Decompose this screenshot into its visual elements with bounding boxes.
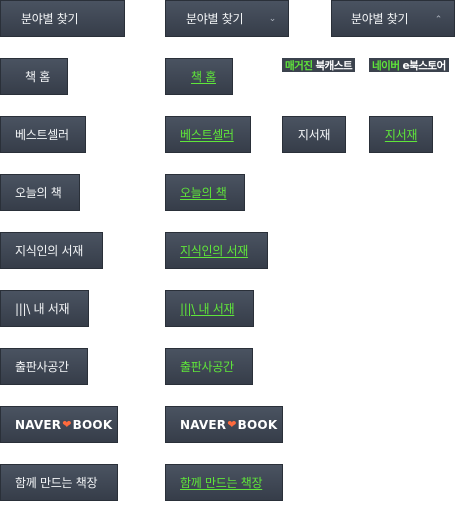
menu-publisher-space[interactable]: 출판사공간 — [0, 348, 88, 385]
menu-label: |||\ 내 서재 — [180, 302, 235, 316]
menu-book-home[interactable]: 책 홈 — [0, 58, 68, 95]
category-label: 분야별 찾기 — [21, 12, 79, 26]
magazine-label: 매거진 — [285, 59, 313, 72]
ebookstore-label: e북스토어 — [402, 59, 446, 72]
heart-icon: ❤ — [227, 418, 237, 431]
menu-label: 지식인의 서재 — [15, 244, 83, 258]
chevron-down-icon: ⌄ — [268, 13, 277, 24]
menu-intellectual-library[interactable]: 지식인의 서재 — [0, 232, 103, 269]
naver-book-logo[interactable]: NAVER ❤ BOOK — [0, 406, 118, 443]
menu-jiseojae-active[interactable]: 지서재 — [369, 116, 433, 153]
menu-label: 오늘의 책 — [15, 186, 62, 200]
heart-icon: ❤ — [62, 418, 72, 431]
category-label: 분야별 찾기 — [351, 12, 409, 26]
menu-bestseller[interactable]: 베스트셀러 — [0, 116, 86, 153]
menu-label: 책 홈 — [25, 70, 50, 84]
book-logo-text: BOOK — [72, 417, 113, 432]
menu-label: 출판사공간 — [15, 360, 69, 374]
menu-label: 함께 만드는 책장 — [15, 476, 98, 490]
menu-label: 오늘의 책 — [180, 186, 227, 200]
menu-label: 베스트셀러 — [180, 128, 234, 142]
menu-shared-bookshelf[interactable]: 함께 만드는 책장 — [0, 464, 118, 501]
menu-label: 출판사공간 — [180, 360, 234, 374]
category-label: 분야별 찾기 — [186, 12, 244, 26]
menu-my-library[interactable]: |||\ 내 서재 — [0, 290, 89, 327]
menu-label: 함께 만드는 책장 — [180, 476, 263, 490]
bookcast-label: 북캐스트 — [315, 59, 353, 72]
menu-label: |||\ 내 서재 — [15, 302, 70, 316]
category-button-collapsed[interactable]: 분야별 찾기 ⌄ — [165, 0, 289, 37]
menu-shared-bookshelf-active[interactable]: 함께 만드는 책장 — [165, 464, 283, 501]
chevron-up-icon: ⌃ — [434, 14, 443, 25]
menu-today-book[interactable]: 오늘의 책 — [0, 174, 80, 211]
menu-label: 지식인의 서재 — [180, 244, 248, 258]
menu-label: 베스트셀러 — [15, 128, 69, 142]
menu-my-library-active[interactable]: |||\ 내 서재 — [165, 290, 254, 327]
menu-label: 책 홈 — [191, 70, 216, 84]
naver-label: 네이버 — [372, 59, 400, 72]
category-button-expanded[interactable]: 분야별 찾기 ⌃ — [331, 0, 455, 37]
magazine-bookcast-link[interactable]: 매거진 북캐스트 — [282, 58, 356, 72]
menu-book-home-active[interactable]: 책 홈 — [165, 58, 233, 95]
menu-bestseller-active[interactable]: 베스트셀러 — [165, 116, 251, 153]
naver-logo-text: NAVER — [15, 417, 62, 432]
menu-intellectual-library-active[interactable]: 지식인의 서재 — [165, 232, 268, 269]
naver-ebookstore-link[interactable]: 네이버 e북스토어 — [369, 58, 449, 72]
menu-label: 지서재 — [384, 128, 418, 142]
naver-logo-text: NAVER — [180, 417, 227, 432]
menu-today-book-active[interactable]: 오늘의 책 — [165, 174, 245, 211]
menu-jiseojae[interactable]: 지서재 — [282, 116, 346, 153]
menu-publisher-space-active[interactable]: 출판사공간 — [165, 348, 253, 385]
naver-book-logo-active[interactable]: NAVER ❤ BOOK — [165, 406, 283, 443]
category-button[interactable]: 분야별 찾기 — [0, 0, 125, 37]
book-logo-text: BOOK — [237, 417, 278, 432]
menu-label: 지서재 — [297, 128, 331, 142]
